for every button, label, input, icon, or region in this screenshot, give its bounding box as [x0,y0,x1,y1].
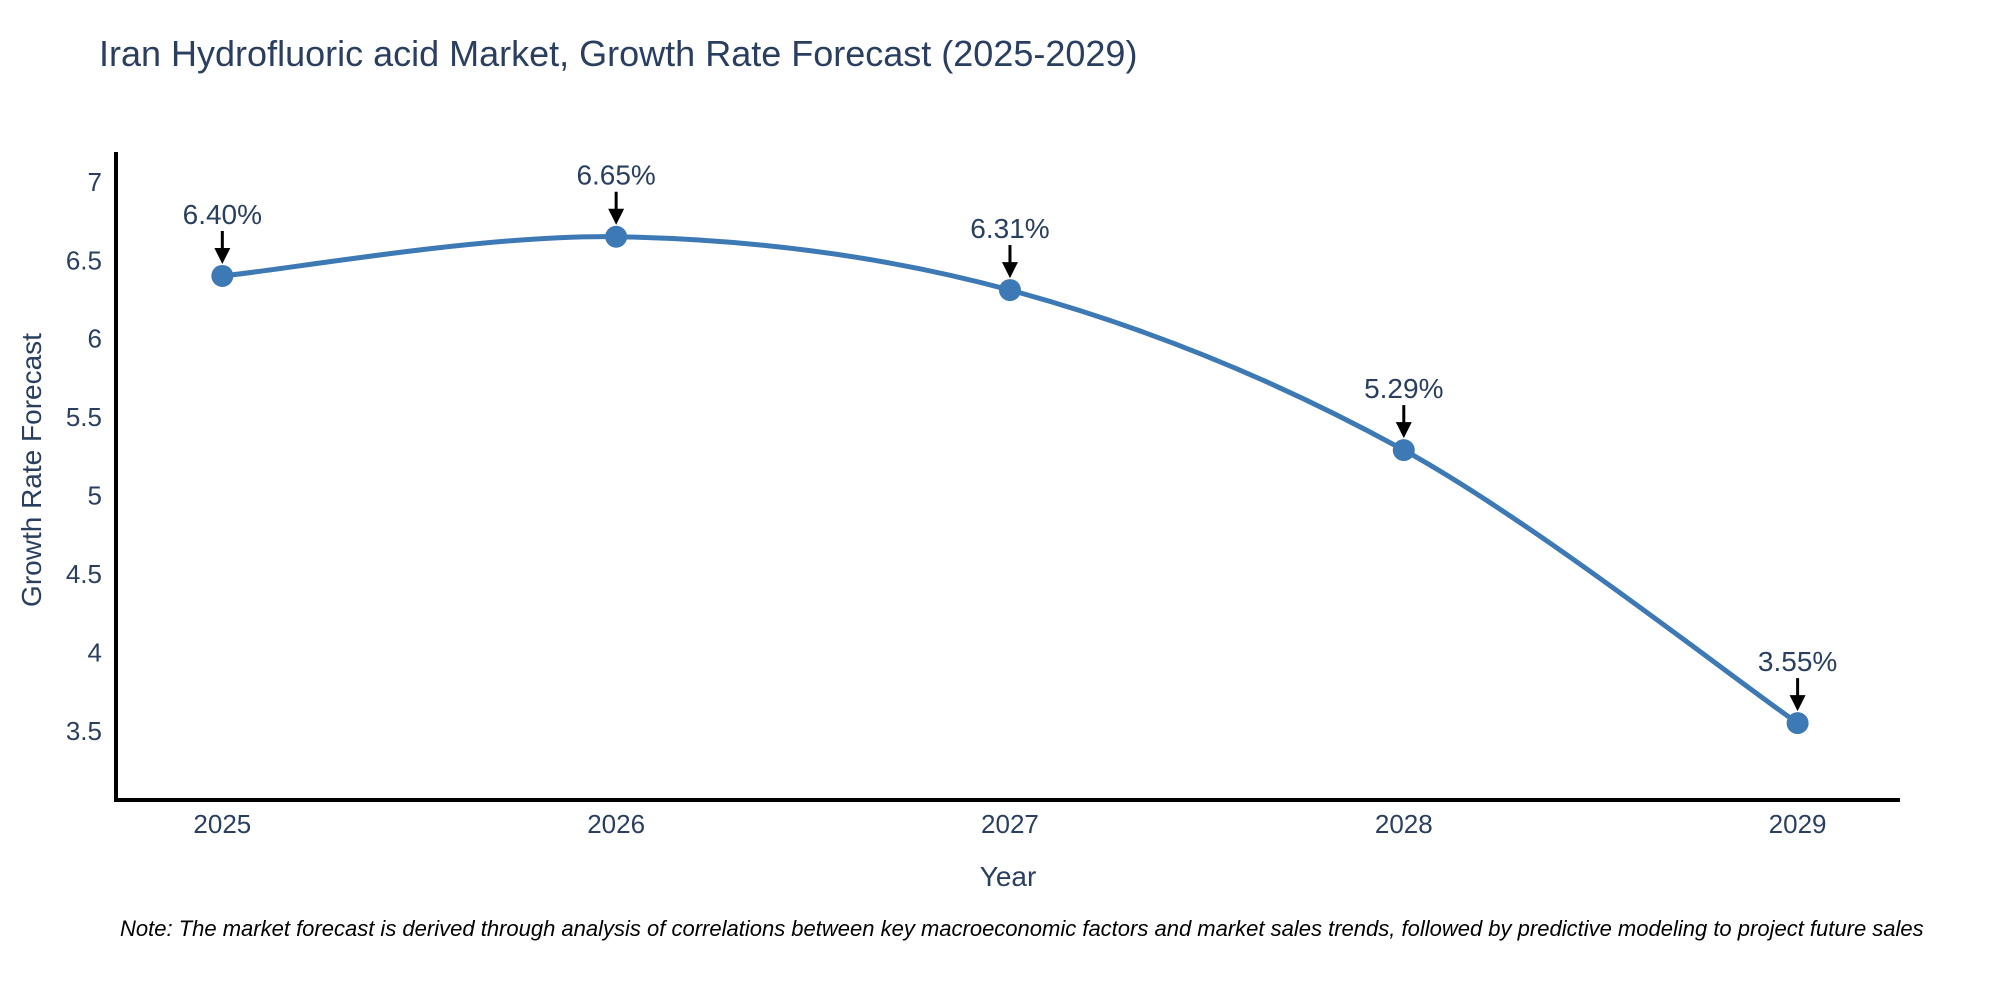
y-tick-label: 7 [88,167,102,197]
annotation-arrow-head [1001,262,1018,279]
annotation-label: 3.55% [1758,646,1837,677]
series-line [219,234,1801,726]
x-tick-label: 2025 [193,809,251,839]
data-point-marker[interactable] [605,225,628,248]
data-point-marker[interactable] [211,264,234,287]
annotation-label: 6.31% [970,213,1049,244]
chart-title: Iran Hydrofluoric acid Market, Growth Ra… [99,33,1138,74]
annotation-arrow-head [1395,422,1412,439]
data-point-marker[interactable] [1392,439,1415,462]
y-tick-label: 6.5 [66,245,102,275]
annotation-arrow-head [608,208,625,225]
x-tick-label: 2026 [587,809,645,839]
annotation-arrow-head [1789,695,1806,712]
data-point-marker[interactable] [1786,712,1809,735]
y-tick-label: 3.5 [66,716,102,746]
x-tick-label: 2029 [1769,809,1827,839]
y-tick-label: 5 [88,481,102,511]
y-tick-label: 4.5 [66,559,102,589]
annotation-arrow-head [214,247,231,264]
y-tick-label: 6 [88,324,102,354]
x-tick-label: 2028 [1375,809,1433,839]
y-tick-label: 5.5 [66,402,102,432]
y-tick-label: 4 [88,638,102,668]
x-axis-title: Year [979,861,1037,892]
annotation-label: 6.40% [183,199,262,230]
annotation-label: 6.65% [576,160,655,191]
x-tick-label: 2027 [981,809,1039,839]
footnote: Note: The market forecast is derived thr… [120,916,1924,941]
annotation-label: 5.29% [1364,373,1443,404]
data-point-marker[interactable] [998,279,1021,302]
